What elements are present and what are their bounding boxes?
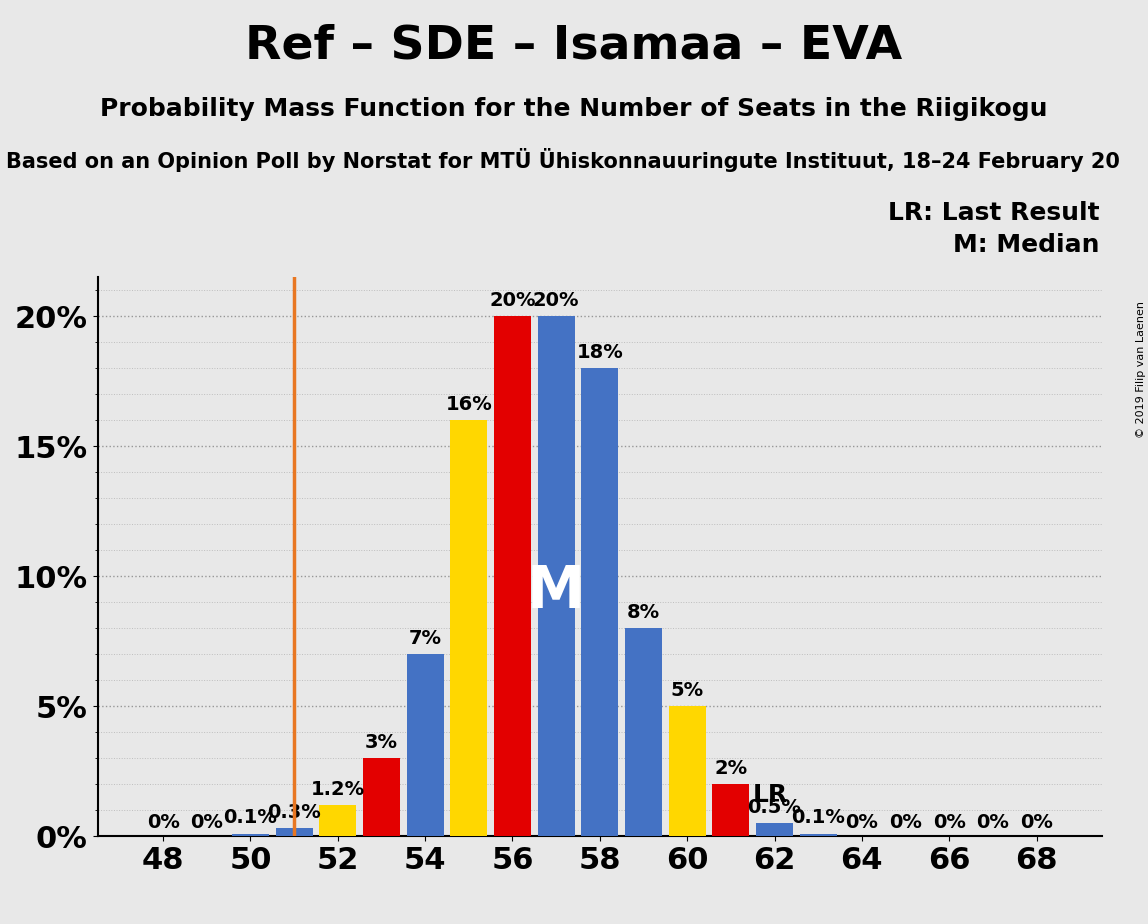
Text: LR: Last Result: LR: Last Result: [889, 201, 1100, 225]
Bar: [494, 316, 532, 836]
Text: 3%: 3%: [365, 733, 398, 752]
Text: 7%: 7%: [409, 628, 442, 648]
Text: 5%: 5%: [670, 681, 704, 699]
Text: LR: LR: [753, 783, 788, 807]
Text: 8%: 8%: [627, 602, 660, 622]
Bar: [712, 784, 750, 836]
Bar: [406, 654, 443, 836]
Bar: [537, 316, 575, 836]
Text: 2%: 2%: [714, 759, 747, 778]
Text: 0%: 0%: [191, 813, 223, 833]
Text: 0.3%: 0.3%: [267, 803, 321, 822]
Text: M: M: [527, 564, 585, 620]
Bar: [319, 805, 356, 836]
Bar: [276, 829, 312, 836]
Bar: [625, 628, 662, 836]
Text: 16%: 16%: [445, 395, 492, 414]
Text: Based on an Opinion Poll by Norstat for MTÜ Ühiskonnauuringute Instituut, 18–24 : Based on an Opinion Poll by Norstat for …: [6, 148, 1119, 172]
Text: 0.5%: 0.5%: [747, 797, 801, 817]
Text: 0.1%: 0.1%: [224, 808, 278, 827]
Bar: [668, 706, 706, 836]
Text: 0%: 0%: [147, 813, 179, 833]
Text: 0%: 0%: [1021, 813, 1053, 833]
Bar: [450, 420, 488, 836]
Bar: [232, 833, 269, 836]
Text: © 2019 Filip van Laenen: © 2019 Filip van Laenen: [1135, 301, 1146, 438]
Text: 1.2%: 1.2%: [311, 780, 365, 798]
Text: 0%: 0%: [889, 813, 922, 833]
Text: 20%: 20%: [533, 291, 580, 310]
Bar: [581, 368, 619, 836]
Text: 0%: 0%: [845, 813, 878, 833]
Text: 0%: 0%: [933, 813, 965, 833]
Bar: [757, 823, 793, 836]
Bar: [363, 759, 400, 836]
Bar: [800, 833, 837, 836]
Text: M: Median: M: Median: [953, 233, 1100, 257]
Text: Probability Mass Function for the Number of Seats in the Riigikogu: Probability Mass Function for the Number…: [100, 97, 1048, 121]
Text: 18%: 18%: [576, 343, 623, 361]
Text: 0%: 0%: [977, 813, 1009, 833]
Text: 20%: 20%: [489, 291, 536, 310]
Text: Ref – SDE – Isamaa – EVA: Ref – SDE – Isamaa – EVA: [246, 23, 902, 68]
Text: 0.1%: 0.1%: [791, 808, 845, 827]
